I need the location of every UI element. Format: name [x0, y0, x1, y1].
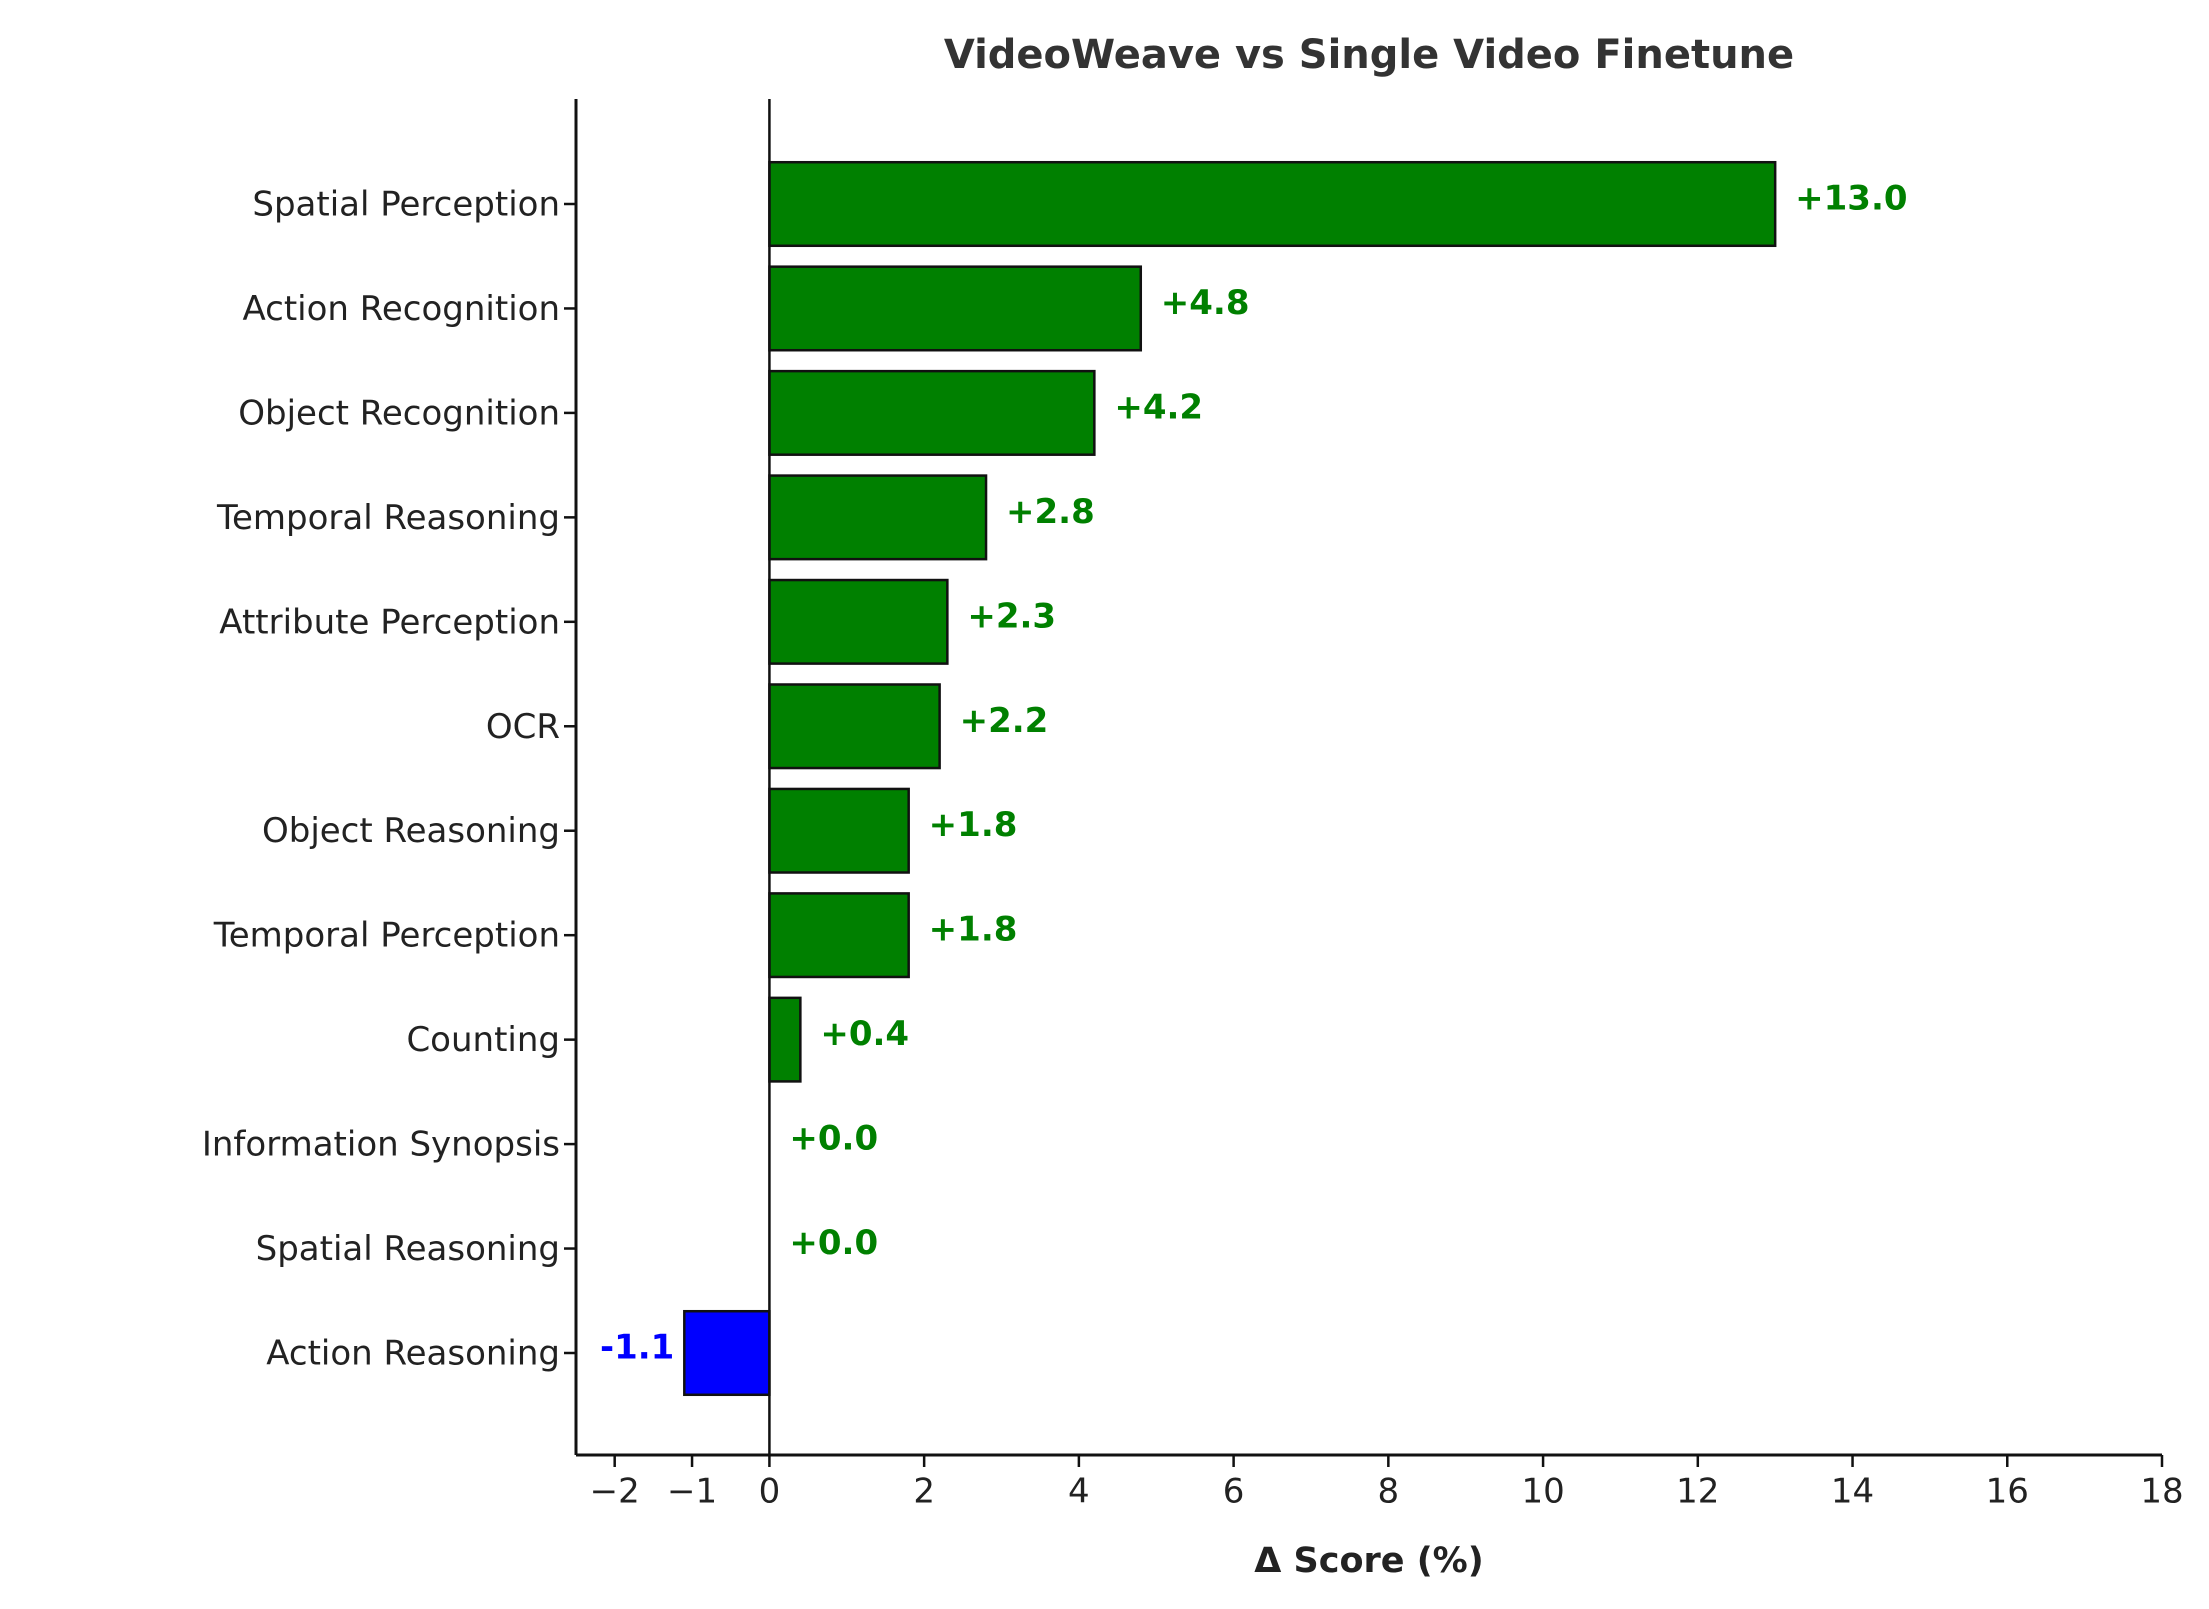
value-label: +1.8	[929, 910, 1018, 950]
y-tick-label: Object Recognition	[238, 393, 560, 433]
y-tick-label: Counting	[406, 1020, 560, 1060]
x-tick-label: 4	[1068, 1472, 1090, 1512]
y-tick-label: Spatial Reasoning	[256, 1229, 560, 1269]
bar	[768, 474, 988, 561]
y-tick-label: Temporal Perception	[213, 916, 560, 956]
x-tick-label: 14	[1831, 1472, 1874, 1512]
value-label: +4.2	[1114, 387, 1203, 427]
chart-title: VideoWeave vs Single Video Finetune	[944, 32, 1794, 78]
value-label: +0.0	[789, 1223, 878, 1263]
x-tick-label: −1	[667, 1472, 717, 1512]
value-label: +2.3	[967, 596, 1056, 636]
x-tick-label: 16	[1986, 1472, 2029, 1512]
bar	[768, 160, 1777, 248]
bar	[768, 578, 949, 665]
value-label: +0.0	[789, 1119, 878, 1159]
value-label: +0.4	[820, 1014, 909, 1054]
bar	[768, 265, 1143, 352]
y-tick-label: Object Reasoning	[262, 811, 560, 851]
x-tick-label: 2	[913, 1472, 935, 1512]
value-label: +4.8	[1161, 283, 1250, 323]
x-tick-label: −2	[590, 1472, 640, 1512]
value-label: -1.1	[600, 1328, 674, 1368]
y-tick-label: Action Reasoning	[266, 1334, 560, 1374]
y-tick-label: Spatial Perception	[252, 185, 560, 225]
value-label: +2.8	[1006, 492, 1095, 532]
x-tick-label: 10	[1521, 1472, 1564, 1512]
y-tick-label: Information Synopsis	[202, 1125, 560, 1165]
bar	[768, 787, 910, 874]
bar	[768, 892, 910, 979]
x-tick-label: 6	[1223, 1472, 1245, 1512]
bar	[768, 996, 802, 1083]
x-tick-label: 0	[759, 1472, 781, 1512]
y-tick-label: Attribute Perception	[219, 602, 560, 642]
y-tick-label: Temporal Reasoning	[216, 498, 560, 538]
bar	[768, 369, 1096, 456]
y-tick-label: OCR	[486, 707, 560, 747]
x-tick-label: 12	[1676, 1472, 1719, 1512]
bar	[683, 1309, 771, 1397]
x-tick-label: 8	[1378, 1472, 1400, 1512]
value-label: +13.0	[1795, 179, 1907, 219]
x-tick-label: 18	[2140, 1472, 2183, 1512]
bar	[768, 683, 941, 770]
x-axis-label: Δ Score (%)	[1254, 1541, 1484, 1581]
value-label: +2.2	[960, 701, 1049, 741]
y-tick-label: Action Recognition	[242, 289, 560, 329]
value-label: +1.8	[929, 805, 1018, 845]
